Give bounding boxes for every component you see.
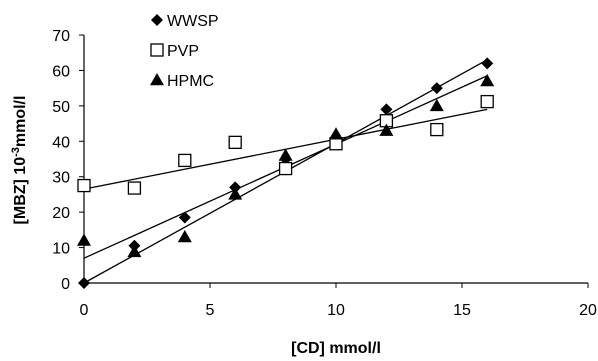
x-axis-title: [CD] mmol/l: [291, 340, 381, 357]
y-ticks: 0 10 20 30 40 50 60 70: [52, 28, 84, 293]
point-wwsp: [380, 103, 393, 116]
y-tick-label: 30: [52, 170, 70, 187]
markers: [77, 57, 495, 289]
point-wwsp: [430, 82, 443, 95]
x-tick-label: 20: [579, 302, 597, 319]
plot-area: 0 5 10 15 20 0 10 20 30 40 50 60 70: [52, 28, 597, 319]
y-axis-title-main: [MBZ] 10: [12, 157, 29, 225]
point-hpmc: [329, 127, 343, 140]
y-axis-title: [MBZ] 10-3mmol/l: [10, 96, 29, 225]
y-axis-title-unit: mmol/l: [12, 96, 29, 148]
legend-marker-hpmc: [150, 73, 164, 86]
point-pvp: [178, 153, 192, 168]
point-pvp: [329, 137, 343, 151]
x-tick-label: 5: [206, 302, 215, 319]
x-ticks: 0 5 10 15 20: [80, 283, 597, 319]
y-tick-label: 50: [52, 99, 70, 116]
y-tick-label: 60: [52, 63, 70, 80]
y-tick-label: 10: [52, 241, 70, 258]
y-tick-label: 0: [61, 276, 70, 293]
point-hpmc: [480, 74, 495, 87]
y-tick-label: 20: [52, 205, 70, 222]
point-hpmc: [127, 244, 142, 258]
legend-label-pvp: PVP: [167, 43, 199, 60]
x-tick-label: 10: [327, 302, 345, 319]
x-tick-label: 15: [453, 302, 471, 319]
point-wwsp: [229, 181, 242, 194]
point-pvp: [127, 181, 142, 195]
point-pvp: [77, 178, 91, 193]
y-axis-title-exponent: -3: [10, 147, 22, 157]
point-pvp: [228, 135, 242, 149]
point-pvp: [480, 94, 494, 109]
point-wwsp: [178, 211, 191, 224]
legend: WWSP PVP HPMC: [150, 13, 219, 90]
legend-marker-pvp: [150, 43, 164, 57]
x-tick-label: 0: [80, 302, 89, 319]
point-hpmc: [228, 187, 243, 200]
legend-label-wwsp: WWSP: [167, 13, 219, 30]
point-pvp: [278, 161, 293, 176]
point-hpmc: [429, 98, 444, 112]
point-hpmc: [379, 123, 394, 136]
legend-marker-wwsp: [151, 14, 163, 26]
point-pvp: [430, 122, 444, 137]
legend-label-hpmc: HPMC: [167, 73, 214, 90]
y-tick-label: 40: [52, 134, 70, 151]
point-wwsp: [481, 57, 494, 70]
y-tick-label: 70: [52, 28, 70, 45]
point-wwsp: [78, 277, 90, 289]
point-hpmc: [177, 229, 192, 243]
point-hpmc: [77, 233, 91, 246]
point-hpmc: [278, 148, 293, 161]
